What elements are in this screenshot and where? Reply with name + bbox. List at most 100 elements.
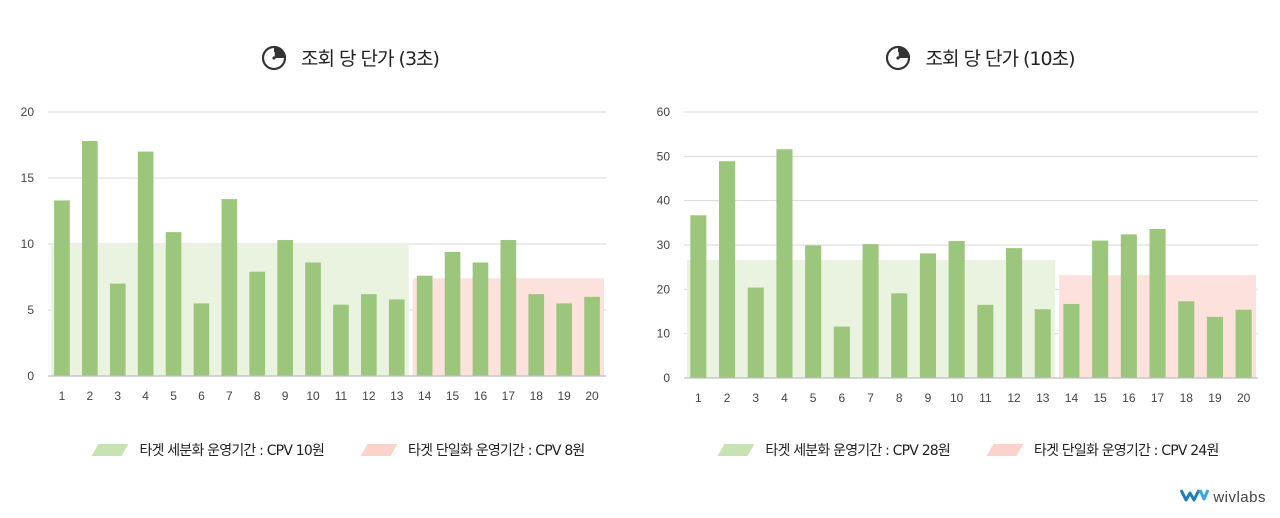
y-tick-label: 50 <box>657 149 671 163</box>
bar <box>1206 316 1223 378</box>
y-tick-label: 10 <box>21 237 35 251</box>
x-tick-label: 14 <box>1065 391 1079 405</box>
legend-item-segmented: 타겟 세분화 운영기간 : CPV 28원 <box>717 440 951 460</box>
x-tick-label: 18 <box>530 389 544 403</box>
brand-mark-icon <box>1179 488 1210 506</box>
bar <box>1063 303 1080 378</box>
bar <box>747 287 764 378</box>
brand-logo: wivlabs <box>1179 488 1266 506</box>
legend-swatch-red <box>986 444 1024 456</box>
x-tick-label: 3 <box>114 389 121 403</box>
bar <box>1178 301 1195 378</box>
bar <box>388 299 405 376</box>
bar <box>165 232 182 376</box>
x-tick-label: 16 <box>474 389 488 403</box>
x-tick-label: 12 <box>1007 391 1021 405</box>
x-tick-label: 1 <box>59 389 66 403</box>
bar <box>948 241 965 378</box>
y-tick-label: 30 <box>657 238 671 252</box>
x-tick-label: 11 <box>979 391 992 405</box>
bar <box>891 293 908 378</box>
bar <box>862 244 879 378</box>
bar <box>82 141 98 376</box>
legend: 타겟 세분화 운영기간 : CPV 28원 타겟 단일화 운영기간 : CPV … <box>660 440 1280 460</box>
bar <box>977 304 994 378</box>
bar <box>919 253 936 378</box>
chart-title-text: 조회 당 단가 (10초) <box>925 48 1075 70</box>
bar <box>193 303 210 376</box>
y-tick-label: 10 <box>657 327 671 341</box>
bar <box>54 200 70 376</box>
bar <box>1006 248 1023 378</box>
brand-text: wivlabs <box>1213 488 1266 506</box>
x-tick-label: 5 <box>810 391 817 405</box>
bar <box>1120 234 1137 378</box>
bar <box>221 199 238 376</box>
bar <box>109 283 126 376</box>
y-tick-label: 0 <box>27 369 34 383</box>
bar <box>805 245 822 378</box>
bar <box>1034 309 1051 378</box>
bar <box>833 326 850 378</box>
y-tick-label: 15 <box>21 171 35 185</box>
x-tick-label: 20 <box>1237 391 1251 405</box>
bar <box>444 251 461 376</box>
x-tick-label: 15 <box>446 389 460 403</box>
x-tick-label: 4 <box>142 389 149 403</box>
x-tick-label: 8 <box>254 389 261 403</box>
y-tick-label: 20 <box>657 282 671 296</box>
bar <box>1235 309 1252 378</box>
x-tick-label: 16 <box>1122 391 1136 405</box>
legend-item-unified: 타겟 단일화 운영기간 : CPV 24원 <box>986 440 1219 460</box>
x-tick-label: 6 <box>839 391 846 405</box>
x-tick-label: 10 <box>306 389 320 403</box>
chart-panel-3s: 조회 당 단가 (3초) 0 5 10 15 20 1 2 3 4 5 6 7 8 9 10 11 12 13 14… <box>0 0 640 470</box>
chart-title: 조회 당 단가 (3초) <box>60 44 640 71</box>
x-tick-label: 13 <box>390 389 404 403</box>
bar <box>137 151 154 376</box>
bar <box>277 240 293 376</box>
legend-swatch-green <box>717 444 755 456</box>
y-tick-label: 60 <box>657 105 671 119</box>
y-tick-label: 40 <box>657 194 671 208</box>
x-tick-label: 17 <box>1151 391 1165 405</box>
x-tick-label: 15 <box>1093 391 1107 405</box>
bar <box>690 215 707 378</box>
chart-title: 조회 당 단가 (10초) <box>680 44 1280 71</box>
x-tick-label: 12 <box>362 389 376 403</box>
x-tick-label: 9 <box>925 391 932 405</box>
legend-item-segmented: 타겟 세분화 운영기간 : CPV 10원 <box>92 440 325 460</box>
legend-item-unified: 타겟 단일화 운영기간 : CPV 8원 <box>360 440 585 460</box>
bar <box>528 294 545 376</box>
x-tick-label: 9 <box>282 389 289 403</box>
x-tick-label: 7 <box>867 391 874 405</box>
legend-label: 타겟 단일화 운영기간 : CPV 8원 <box>408 443 585 459</box>
x-tick-label: 1 <box>695 391 702 405</box>
clock-icon <box>885 45 911 71</box>
x-tick-label: 5 <box>170 389 177 403</box>
x-tick-label: 7 <box>226 389 233 403</box>
x-tick-label: 3 <box>752 391 759 405</box>
clock-icon <box>261 45 287 71</box>
bar <box>1092 240 1109 378</box>
chart-panel-10s: 조회 당 단가 (10초) 0 10 20 30 40 50 60 1 2 3 4 5 6 7 8 9 10 11… <box>640 0 1280 470</box>
legend-label: 타겟 세분화 운영기간 : CPV 28원 <box>765 443 950 459</box>
bar <box>1149 229 1166 378</box>
bar <box>361 294 377 376</box>
bar <box>719 161 736 378</box>
x-tick-label: 8 <box>896 391 903 405</box>
bar <box>556 303 572 376</box>
legend: 타겟 세분화 운영기간 : CPV 10원 타겟 단일화 운영기간 : CPV … <box>40 440 640 460</box>
x-tick-label: 19 <box>1208 391 1222 405</box>
x-tick-label: 10 <box>950 391 964 405</box>
y-tick-label: 20 <box>21 105 35 119</box>
legend-swatch-red <box>360 444 398 456</box>
x-tick-label: 14 <box>418 389 432 403</box>
x-tick-label: 4 <box>781 391 788 405</box>
x-tick-label: 6 <box>198 389 205 403</box>
y-tick-label: 0 <box>663 371 670 385</box>
y-tick-label: 5 <box>27 303 34 317</box>
bar <box>305 262 321 376</box>
bar <box>416 275 433 376</box>
